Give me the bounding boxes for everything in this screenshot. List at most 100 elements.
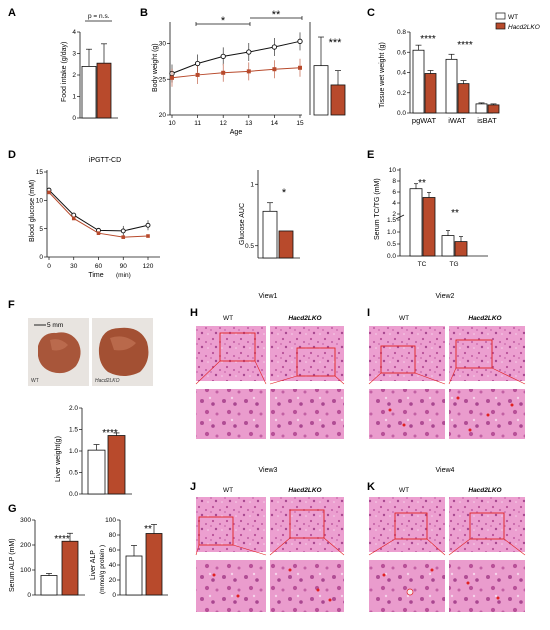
ytick-label: 0.6 [397, 49, 406, 56]
panel-c-sig2: **** [457, 40, 473, 51]
point-wt [297, 38, 303, 44]
panel-letter-b: B [140, 7, 148, 19]
panel-g1-ylabel: Serum ALP (mM) [9, 538, 16, 592]
panel-d-auc-sig: * [282, 187, 287, 199]
point-ko [170, 75, 174, 80]
bar [107, 435, 126, 495]
point-wt [220, 53, 226, 59]
ytick-label: 100 [20, 567, 31, 574]
point-ko [121, 235, 126, 239]
series-line-wt [171, 40, 301, 74]
ytick-label: 10 [389, 167, 397, 174]
xtick-label: 14 [271, 120, 279, 127]
bar [454, 241, 468, 257]
panel-g2-ticks: 0 20 40 60 80 100 [105, 517, 120, 599]
bar [422, 197, 436, 257]
panel-b-xlabel: Age [230, 129, 243, 136]
point-ko [221, 70, 226, 75]
bar [412, 49, 425, 114]
panel-b-inset-bars [313, 36, 346, 116]
category-label-isBAT: isBAT [477, 116, 497, 125]
xtick-label: 15 [296, 120, 304, 127]
panel-a-bars [81, 43, 112, 119]
panel-k-wt: WT [399, 487, 409, 494]
ytick-label: 0.5 [69, 470, 78, 477]
bar [457, 83, 470, 114]
bar [81, 66, 97, 119]
xtick-label: 60 [95, 263, 103, 270]
point-wt [120, 228, 126, 234]
point-ko [272, 67, 277, 72]
panel-f-bars [87, 432, 126, 495]
panel-f-sig: **** [102, 428, 118, 439]
point-wt [271, 44, 278, 50]
xtick-label: 120 [143, 263, 154, 270]
category-label-pgWAT: pgWAT [412, 116, 437, 125]
photo-ko-label: Hacd2LKO [95, 378, 120, 384]
category-label-iWAT: iWAT [448, 116, 466, 125]
xtick-label: 10 [168, 120, 176, 127]
panel-c-ticks: 0.0 0.2 0.4 0.6 0.8 [397, 29, 410, 117]
panel-letter-f: F [8, 299, 15, 311]
panel-c-bars: pgWAT iWAT isBAT [412, 44, 500, 125]
panel-g2-ylabel-unit: (mmol/g protein ) [99, 545, 106, 594]
ytick-label: 1 [250, 181, 254, 188]
panel-letter-d: D [8, 149, 16, 161]
point-ko [47, 190, 51, 195]
panel-e-bars: TC TG [409, 183, 468, 268]
ytick-label: 0.0 [387, 253, 396, 260]
ytick-label: 1.0 [387, 229, 396, 236]
legend-wt-swatch [495, 12, 506, 20]
ytick-label: 1.5 [69, 427, 78, 434]
panel-b-axes [169, 22, 311, 116]
panel-letter-k: K [367, 481, 375, 493]
panel-g1-sig: **** [54, 534, 70, 545]
bar [40, 575, 58, 596]
panel-d-axes [46, 170, 160, 258]
panel-b-sig1: * [221, 15, 226, 27]
panel-j-view: View3 [259, 467, 278, 474]
panel-g1-ticks: 0 100 200 300 [20, 517, 35, 599]
panel-g2-bars [125, 524, 163, 596]
xtick-label: 90 [120, 263, 128, 270]
point-ko [195, 72, 200, 77]
category-label-TG: TG [449, 261, 458, 268]
ytick-label: 2 [72, 72, 76, 79]
bar [145, 533, 163, 596]
panel-f-ticks: 0.0 0.5 1.0 1.5 2.0 [69, 405, 82, 498]
panel-e-ticks: 0.0 0.5 1.0 1.52 4 6 8 10 [387, 167, 400, 260]
panel-b-lines [169, 32, 303, 87]
xtick-label: 11 [194, 120, 201, 127]
ytick-label: 6 [392, 189, 396, 196]
panel-letter-i: I [367, 307, 370, 319]
ytick-label: 0 [27, 592, 31, 599]
panel-h-ko: Hacd2LKO [288, 315, 321, 322]
panel-g1-bars [40, 532, 79, 596]
ytick-label: 20 [159, 112, 167, 119]
ytick-label: 1.5 [387, 217, 396, 224]
ytick-label: 4 [392, 200, 396, 207]
xtick-label: 12 [220, 120, 228, 127]
panel-d-auc-bars [262, 202, 294, 259]
ytick-label: 15 [36, 169, 44, 176]
ytick-label: 8 [392, 178, 396, 185]
panel-d-lines [46, 187, 151, 239]
panel-i-wt: WT [399, 315, 409, 322]
panel-letter-c: C [367, 7, 375, 19]
panel-i-images [368, 326, 526, 439]
ytick-label: 0.8 [397, 29, 406, 36]
point-wt [145, 222, 151, 228]
ytick-label: 10 [36, 198, 44, 205]
legend-ko-label: Hacd2LKO [508, 24, 540, 31]
panel-e-sig2: ** [451, 208, 459, 219]
panel-k-view: View4 [436, 467, 455, 474]
panel-c-ylabel: Tissue wet weight (g) [379, 42, 386, 108]
panel-d-xlabel: Time [88, 272, 103, 279]
panel-h-wt: WT [223, 315, 233, 322]
bar [125, 555, 143, 596]
ytick-label: 300 [20, 517, 31, 524]
bar [96, 62, 112, 119]
panel-b-ylabel: Body weight (g) [152, 43, 159, 92]
bar [278, 230, 294, 259]
